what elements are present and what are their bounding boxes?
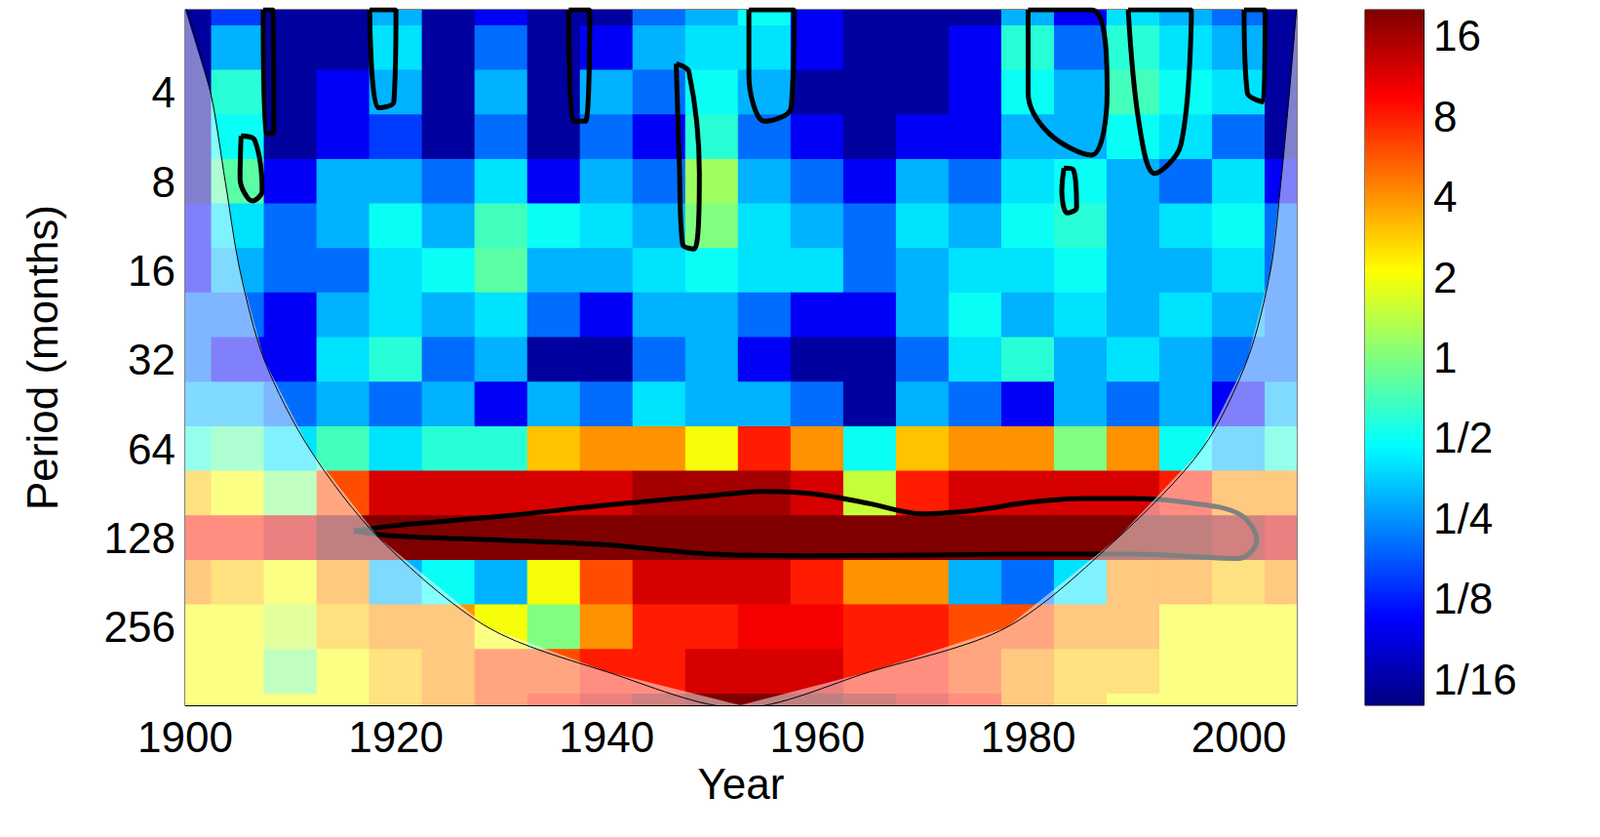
svg-text:1980: 1980: [980, 712, 1077, 761]
svg-text:1940: 1940: [558, 712, 655, 761]
svg-text:8: 8: [1433, 92, 1457, 141]
svg-text:32: 32: [127, 335, 176, 384]
svg-text:Period (months): Period (months): [18, 204, 67, 510]
svg-text:1920: 1920: [348, 712, 444, 761]
svg-text:1/16: 1/16: [1433, 655, 1518, 703]
svg-text:4: 4: [1433, 172, 1457, 221]
svg-text:256: 256: [104, 602, 176, 651]
svg-text:2: 2: [1433, 253, 1457, 302]
svg-text:1/8: 1/8: [1433, 574, 1493, 623]
svg-text:1900: 1900: [137, 712, 234, 761]
svg-text:4: 4: [152, 68, 176, 117]
svg-text:2000: 2000: [1191, 712, 1288, 761]
svg-text:Year: Year: [698, 759, 785, 808]
svg-text:1/2: 1/2: [1433, 413, 1493, 462]
svg-text:128: 128: [104, 513, 176, 562]
svg-text:64: 64: [127, 425, 176, 473]
svg-text:16: 16: [127, 246, 176, 295]
svg-text:1/4: 1/4: [1433, 494, 1493, 543]
svg-text:1960: 1960: [769, 712, 865, 761]
svg-text:8: 8: [152, 157, 176, 206]
svg-text:1: 1: [1433, 333, 1457, 382]
svg-text:16: 16: [1433, 11, 1482, 60]
